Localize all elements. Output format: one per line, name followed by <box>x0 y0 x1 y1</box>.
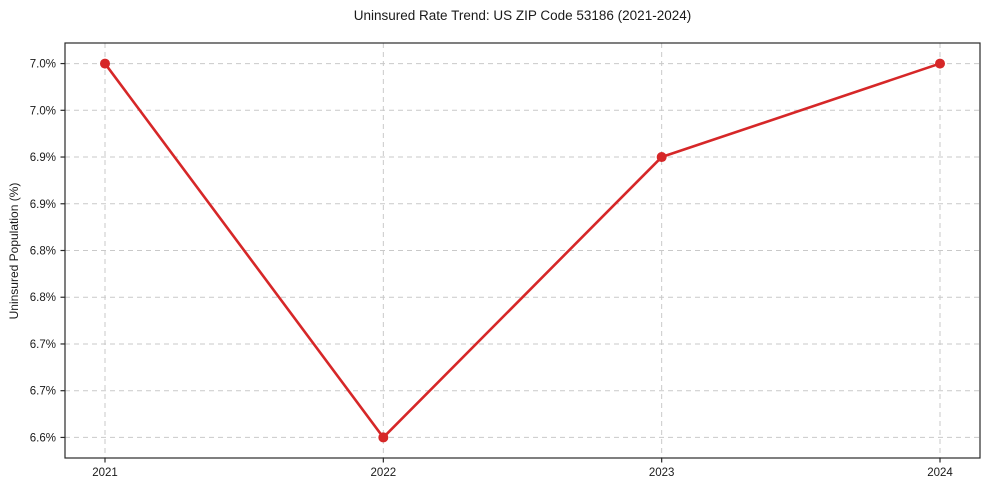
data-point-marker <box>656 152 667 163</box>
x-tick-label: 2024 <box>927 467 953 479</box>
y-tick-label: 6.7% <box>30 339 56 351</box>
chart-title: Uninsured Rate Trend: US ZIP Code 53186 … <box>353 8 692 23</box>
data-point-marker <box>935 58 945 69</box>
trend-line <box>103 62 942 439</box>
y-tick-label: 6.6% <box>30 432 56 444</box>
y-tick-label: 6.8% <box>30 246 56 258</box>
y-tick-label: 6.7% <box>30 386 56 398</box>
x-tick-label: 2023 <box>649 467 675 479</box>
data-point-marker <box>378 432 389 443</box>
x-tick-label: 2022 <box>371 467 397 479</box>
y-tick-label: 6.9% <box>30 152 56 164</box>
y-tick-label: 7.0% <box>30 105 56 117</box>
y-tick-label: 7.0% <box>30 59 56 71</box>
x-tick-label: 2021 <box>92 467 118 479</box>
y-tick-label: 6.9% <box>30 199 56 211</box>
data-point-marker <box>100 58 110 69</box>
y-tick-label: 6.8% <box>30 292 56 304</box>
